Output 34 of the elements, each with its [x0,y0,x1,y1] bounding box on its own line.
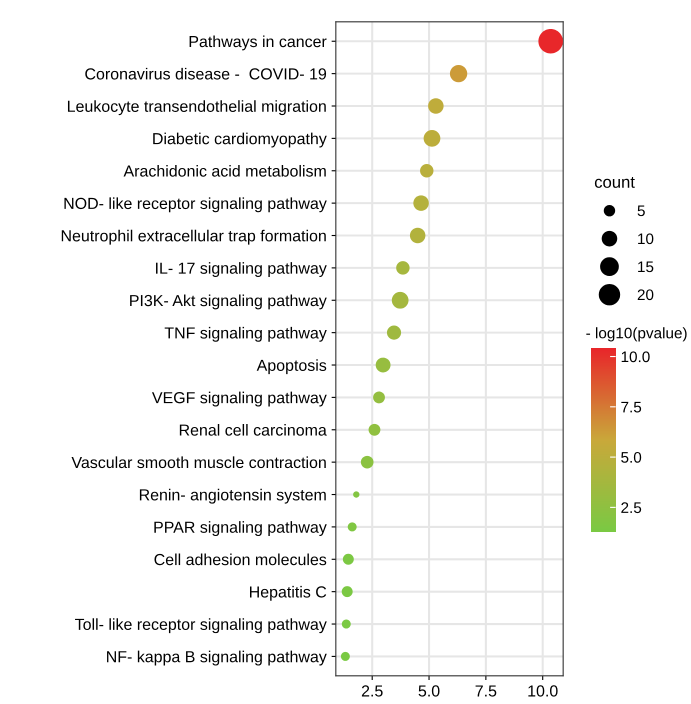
y-tick-label: PPAR signaling pathway [154,521,327,536]
color-bar-label: 7.5 [621,402,642,412]
legend-label: 20 [638,289,654,300]
y-tick-label: Apoptosis [256,359,326,374]
x-tick-label: 2.5 [362,685,383,697]
color-bar-title: - log10(pvalue) [586,327,687,342]
legend-label: 5 [638,206,645,216]
legend-label: 10 [638,233,654,244]
y-tick-label: VEGF signaling pathway [152,392,327,406]
x-tick-label: 10.0 [528,685,558,697]
y-tick-label: Renal cell carcinoma [180,424,327,436]
color-bar-label: 5.0 [621,452,642,463]
y-tick-label: PI3K- Akt signaling pathway [130,294,327,310]
y-tick-label: IL- 17 signaling pathway [156,262,327,277]
legend-title: count [594,176,635,188]
y-tick-label: TNF signaling pathway [164,326,327,342]
color-bar-label: 2.5 [621,502,642,514]
color-bar-label: 10.0 [622,351,650,362]
y-tick-label: Hepatitis C [250,586,326,601]
y-tick-label: Renin- angiotensin system [140,488,326,504]
x-tick-label: 7.5 [476,685,496,697]
y-tick-label: Toll- like receptor signaling pathway [75,618,327,634]
y-tick-label: Coronavirus disease - COVID- 19 [85,68,326,80]
y-tick-label: Vascular smooth muscle contraction [72,456,326,468]
y-tick-label: NOD- like receptor signaling pathway [64,197,327,212]
y-tick-label: NF- kappa B signaling pathway [107,650,327,666]
y-tick-label: Arachidonic acid metabolism [124,164,326,177]
y-tick-label: Diabetic cardiomyopathy [153,132,327,148]
y-tick-label: Leukocyte transendothelial migration [68,100,326,116]
legend-label: 15 [638,262,654,272]
y-tick-label: Pathways in cancer [190,35,327,50]
y-tick-label: Neutrophil extracellular trap formation [62,230,326,245]
y-tick-label: Cell adhesion molecules [154,553,326,566]
x-tick-label: 5.0 [418,685,440,697]
